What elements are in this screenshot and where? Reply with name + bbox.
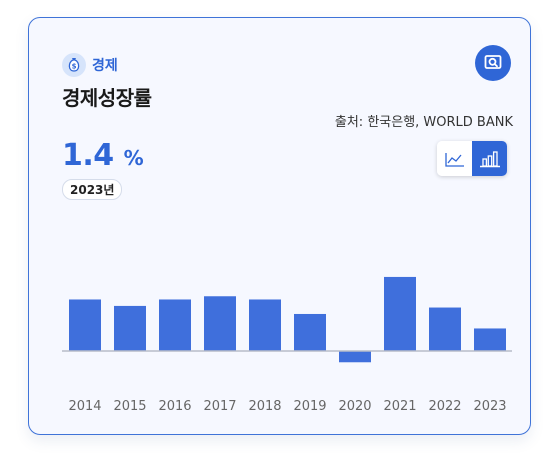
source-text: 출처: 한국은행, WORLD BANK: [334, 115, 513, 130]
bar-2022[interactable]: [429, 307, 461, 351]
x-tick-label-2017: 2017: [203, 399, 236, 414]
current-value: 1.4 %: [62, 138, 144, 173]
search-zoom-icon: [483, 53, 503, 73]
x-tick-label-2014: 2014: [68, 399, 101, 414]
bar-2014[interactable]: [69, 299, 101, 351]
money-bag-icon: $: [62, 53, 86, 77]
x-tick-label-2018: 2018: [248, 399, 281, 414]
bar-chart-toggle-button[interactable]: [472, 141, 507, 176]
year-badge: 2023년: [62, 179, 123, 200]
bar-2015[interactable]: [114, 305, 146, 351]
bar-2020[interactable]: [339, 351, 371, 363]
bar-2016[interactable]: [159, 299, 191, 351]
search-button[interactable]: [475, 45, 511, 81]
growth-rate-card: $ 경제 경제성장률 출처: 한국은행, WORLD BANK 1.4 % 20…: [28, 17, 531, 435]
x-tick-label-2016: 2016: [158, 399, 191, 414]
line-chart-icon: [444, 150, 466, 168]
svg-text:$: $: [72, 63, 77, 71]
growth-bar-chart: 2014 2015 2016 2017 2018 2019 2020 2021 2022 2023: [62, 276, 512, 414]
category-label: 경제: [92, 58, 118, 74]
value-number: 1.4: [62, 138, 114, 173]
x-tick-label-2022: 2022: [428, 399, 461, 414]
x-tick-label-2020: 2020: [338, 399, 371, 414]
bar-2023[interactable]: [474, 328, 506, 351]
x-tick-label-2019: 2019: [293, 399, 326, 414]
category-tag: $ 경제: [62, 53, 118, 77]
x-tick-label-2015: 2015: [113, 399, 146, 414]
bar-chart-icon: [479, 150, 501, 168]
bar-2019[interactable]: [294, 313, 326, 351]
bar-2018[interactable]: [249, 299, 281, 351]
x-tick-label-2023: 2023: [473, 399, 506, 414]
page-title: 경제성장률: [62, 86, 152, 110]
bar-2021[interactable]: [384, 276, 416, 351]
bar-2017[interactable]: [204, 296, 236, 351]
x-tick-label-2021: 2021: [383, 399, 416, 414]
chart-type-toggle: [437, 141, 507, 176]
value-unit: %: [123, 146, 144, 170]
line-chart-toggle-button[interactable]: [437, 141, 472, 176]
